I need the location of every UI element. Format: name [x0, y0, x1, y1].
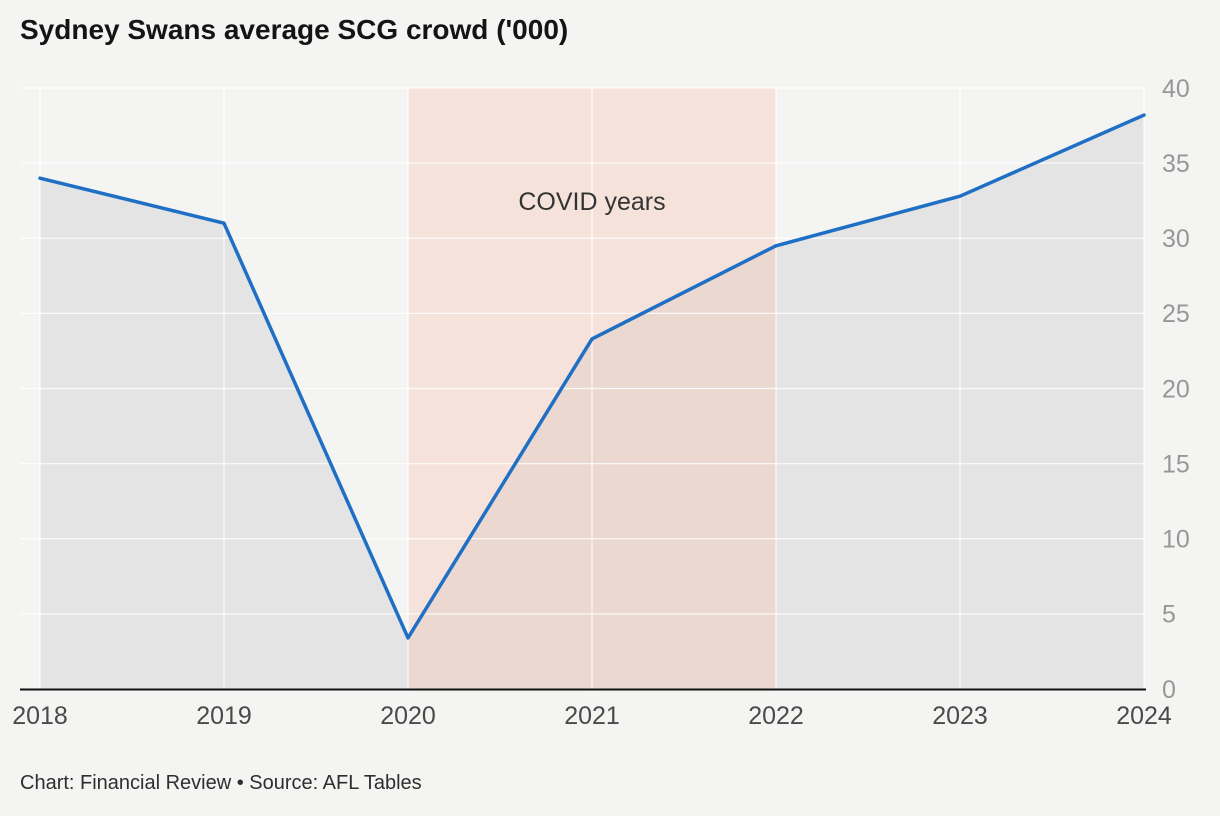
y-tick-label: 30 [1162, 225, 1190, 253]
x-tick-label: 2020 [380, 702, 436, 730]
x-tick-label: 2018 [12, 702, 68, 730]
y-tick-label: 0 [1162, 676, 1176, 704]
chart-svg: 0 5 10 15 20 25 30 35 40 2018 2019 2020 2021 2022 202… [12, 75, 1190, 730]
y-tick-labels: 0 5 10 15 20 25 30 35 40 [1162, 75, 1190, 704]
x-tick-label: 2023 [932, 702, 988, 730]
chart-source: Chart: Financial Review • Source: AFL Ta… [20, 772, 422, 794]
crowd-line [38, 113, 1146, 640]
y-tick-label: 40 [1162, 75, 1190, 103]
y-tick-label: 35 [1162, 150, 1190, 178]
y-tick-label: 5 [1162, 601, 1176, 629]
y-tick-label: 15 [1162, 450, 1190, 478]
x-tick-label: 2022 [748, 702, 804, 730]
x-tick-labels: 2018 2019 2020 2021 2022 2023 2024 [12, 702, 1172, 730]
y-tick-label: 20 [1162, 375, 1190, 403]
covid-years-label: COVID years [518, 188, 665, 216]
x-tick-label: 2024 [1116, 702, 1172, 730]
chart-title: Sydney Swans average SCG crowd ('000) [20, 14, 569, 45]
gridlines [20, 87, 1146, 689]
y-tick-label: 10 [1162, 526, 1190, 554]
x-tick-label: 2019 [196, 702, 252, 730]
x-tick-label: 2021 [564, 702, 620, 730]
y-tick-label: 25 [1162, 300, 1190, 328]
